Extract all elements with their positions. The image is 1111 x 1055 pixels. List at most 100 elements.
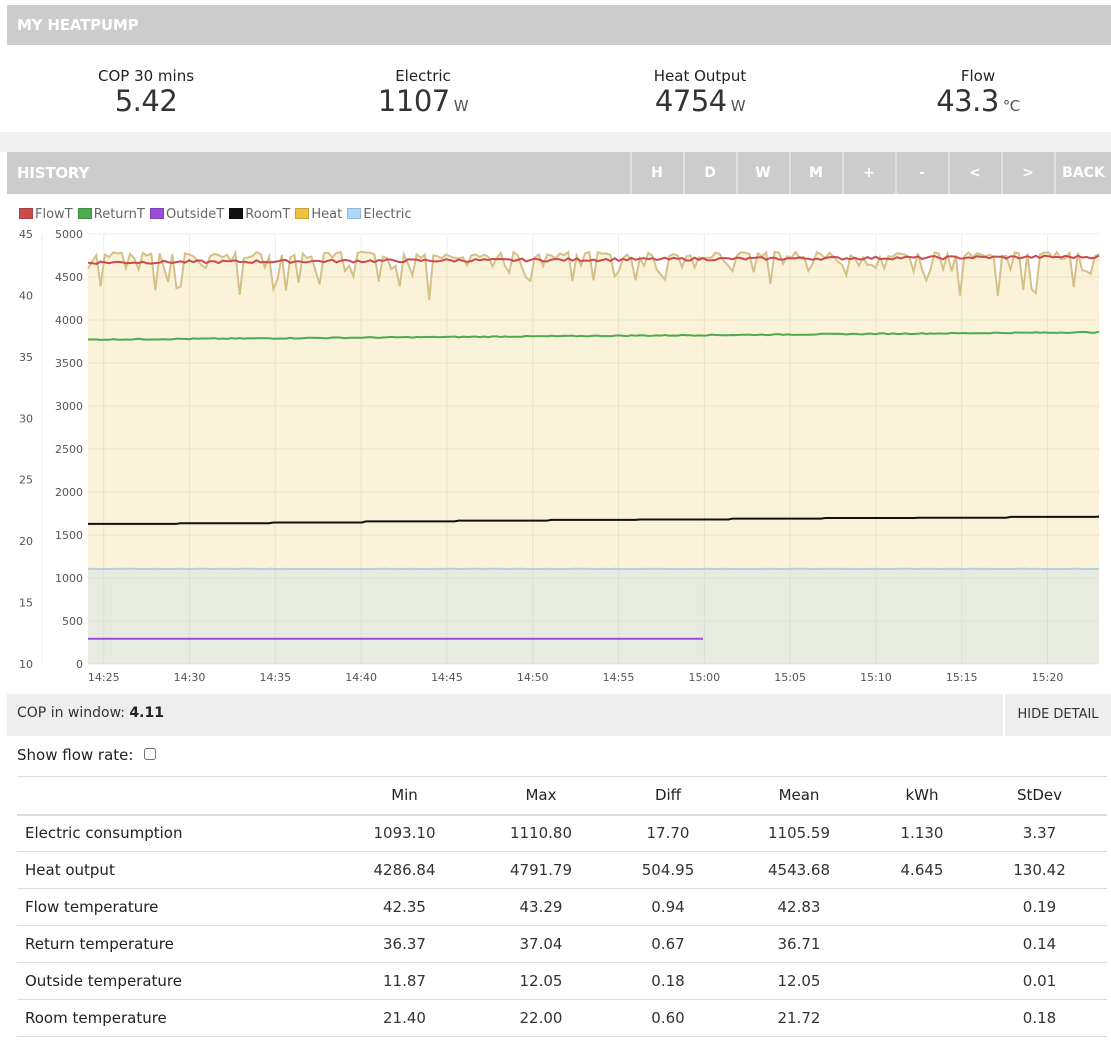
x-tick-label: 14:40 bbox=[345, 671, 377, 684]
app-header: MY HEATPUMP bbox=[7, 5, 1111, 45]
legend-roomt[interactable]: RoomT bbox=[229, 207, 290, 222]
pan-right-button[interactable]: > bbox=[1001, 152, 1053, 194]
cell-min: 21.40 bbox=[337, 999, 472, 1037]
stat-flow: Flow 43.3 °C bbox=[858, 67, 1098, 122]
flow-rate-label: Show flow rate: bbox=[17, 746, 134, 764]
stat-cop-label: COP 30 mins bbox=[97, 67, 195, 85]
cell-name: Room temperature bbox=[17, 999, 337, 1037]
legend-swatch-electric bbox=[347, 208, 362, 219]
legend-label-returnt: ReturnT bbox=[93, 207, 145, 222]
x-tick-label: 14:25 bbox=[88, 671, 120, 684]
stat-electric-unit: W bbox=[453, 97, 469, 115]
pan-left-button[interactable]: < bbox=[948, 152, 1000, 194]
cell-kwh: 1.130 bbox=[872, 814, 972, 852]
y-right-tick-label: 4500 bbox=[55, 271, 83, 284]
flow-rate-toggle-row: Show flow rate: bbox=[17, 746, 157, 764]
y-right-tick-label: 500 bbox=[62, 615, 83, 628]
zoom-out-button[interactable]: - bbox=[895, 152, 947, 194]
zoom-in-button[interactable]: + bbox=[842, 152, 894, 194]
electric-area bbox=[88, 568, 1099, 664]
heat-line bbox=[87, 249, 1100, 301]
legend-outsidet[interactable]: OutsideT bbox=[150, 207, 224, 222]
cell-max: 43.29 bbox=[472, 888, 610, 926]
cell-name: Electric consumption bbox=[17, 814, 337, 852]
legend-heat[interactable]: Heat bbox=[295, 207, 342, 222]
x-tick-label: 15:00 bbox=[688, 671, 720, 684]
hide-detail-button[interactable]: HIDE DETAIL bbox=[1003, 694, 1111, 736]
col-header-stdev: StDev bbox=[972, 776, 1107, 816]
cop-window-text: COP in window: 4.11 bbox=[17, 705, 164, 721]
table-row: Heat output 4286.84 4791.79 504.95 4543.68 4.… bbox=[17, 851, 1107, 889]
stats-table: Min Max Diff Mean kWh StDev Electric con… bbox=[17, 776, 1107, 1037]
cop-window-label: COP in window: bbox=[17, 705, 125, 721]
cop-window-value: 4.11 bbox=[129, 705, 164, 721]
stat-electric: Electric 1107 W bbox=[303, 67, 543, 122]
col-header-max: Max bbox=[472, 776, 610, 816]
legend-electric[interactable]: Electric bbox=[347, 207, 412, 222]
x-tick-label: 15:10 bbox=[860, 671, 892, 684]
app-title: MY HEATPUMP bbox=[17, 16, 139, 34]
cell-name: Heat output bbox=[17, 851, 337, 889]
cell-kwh bbox=[872, 999, 972, 1037]
cell-stdev: 0.18 bbox=[972, 999, 1107, 1037]
cell-mean: 4543.68 bbox=[726, 851, 872, 889]
cell-stdev: 0.14 bbox=[972, 925, 1107, 963]
cell-stdev: 0.19 bbox=[972, 888, 1107, 926]
section-gap bbox=[0, 132, 1111, 152]
y-right-tick-label: 1000 bbox=[55, 572, 83, 585]
legend-swatch-heat bbox=[295, 208, 310, 219]
y-right-tick-label: 3500 bbox=[55, 357, 83, 370]
cell-mean: 42.83 bbox=[726, 888, 872, 926]
back-button[interactable]: BACK bbox=[1054, 152, 1111, 194]
cell-max: 1110.80 bbox=[472, 814, 610, 852]
cell-mean: 1105.59 bbox=[726, 814, 872, 852]
y-left-tick-label: 35 bbox=[19, 351, 33, 364]
y-right-tick-label: 3000 bbox=[55, 400, 83, 413]
week-button[interactable]: W bbox=[736, 152, 788, 194]
stat-cop-value: 5.42 bbox=[114, 84, 178, 118]
cell-kwh bbox=[872, 962, 972, 1000]
cell-min: 36.37 bbox=[337, 925, 472, 963]
stat-flow-unit: °C bbox=[1002, 97, 1020, 115]
cell-name: Return temperature bbox=[17, 925, 337, 963]
col-header-min: Min bbox=[337, 776, 472, 816]
y-left-tick-label: 25 bbox=[19, 474, 33, 487]
cell-diff: 0.94 bbox=[610, 888, 726, 926]
y-right-tick-label: 1500 bbox=[55, 529, 83, 542]
cell-mean: 21.72 bbox=[726, 999, 872, 1037]
cell-name: Flow temperature bbox=[17, 888, 337, 926]
x-tick-label: 14:50 bbox=[517, 671, 549, 684]
legend-label-electric: Electric bbox=[363, 207, 412, 222]
y-right-tick-label: 4000 bbox=[55, 314, 83, 327]
day-button[interactable]: D bbox=[683, 152, 735, 194]
x-tick-label: 15:20 bbox=[1032, 671, 1064, 684]
cell-min: 4286.84 bbox=[337, 851, 472, 889]
legend-label-flowt: FlowT bbox=[35, 207, 73, 222]
y-left-tick-label: 10 bbox=[19, 658, 33, 671]
hour-button[interactable]: H bbox=[630, 152, 682, 194]
cell-diff: 504.95 bbox=[610, 851, 726, 889]
legend-label-outsidet: OutsideT bbox=[166, 207, 225, 222]
stat-heat-unit: W bbox=[730, 97, 746, 115]
stat-heat-output: Heat Output 4754 W bbox=[580, 67, 820, 122]
heat-area bbox=[88, 251, 1099, 664]
cell-mean: 36.71 bbox=[726, 925, 872, 963]
col-header-diff: Diff bbox=[610, 776, 726, 816]
live-stats: COP 30 mins 5.42 Electric 1107 W Heat Out… bbox=[7, 45, 1111, 132]
stat-electric-label: Electric bbox=[395, 67, 451, 85]
history-chart[interactable]: 14:25 14:30 14:35 14:40 14:45 14:50 14:55 15:00… bbox=[0, 0, 1111, 694]
flow-rate-checkbox[interactable] bbox=[144, 748, 157, 760]
cell-stdev: 130.42 bbox=[972, 851, 1107, 889]
month-button[interactable]: M bbox=[789, 152, 841, 194]
legend-flowt[interactable]: FlowT bbox=[19, 207, 73, 222]
chart-legend: FlowT ReturnT OutsideT RoomT Heat Electr… bbox=[19, 207, 413, 222]
legend-label-heat: Heat bbox=[311, 207, 343, 222]
legend-returnt[interactable]: ReturnT bbox=[77, 207, 145, 222]
cell-diff: 17.70 bbox=[610, 814, 726, 852]
y-right-tick-label: 0 bbox=[76, 658, 83, 671]
table-row: Electric consumption 1093.10 1110.80 17.70 1… bbox=[17, 814, 1107, 852]
cell-kwh bbox=[872, 925, 972, 963]
x-tick-label: 14:55 bbox=[603, 671, 635, 684]
cell-max: 37.04 bbox=[472, 925, 610, 963]
legend-swatch-outsidet bbox=[150, 208, 164, 219]
